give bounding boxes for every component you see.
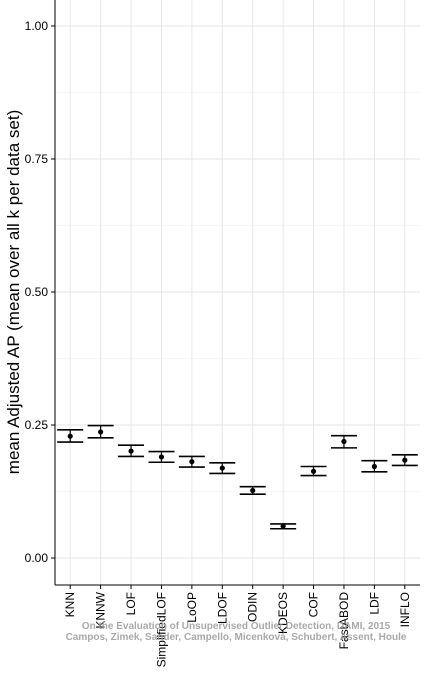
y-axis-title: mean Adjusted AP (mean over all k per da…	[4, 110, 23, 474]
x-tick-label: FastABOD	[337, 592, 351, 650]
y-axis-ticks: 0.00 0.25 0.50 0.75 1.00	[25, 19, 55, 565]
x-tick-label: INFLO	[398, 592, 412, 627]
x-tick-label: KNNW	[94, 591, 108, 628]
mean-point	[250, 487, 256, 494]
y-tick-label: 1.00	[25, 19, 49, 33]
x-tick-label: KDEOS	[276, 592, 290, 634]
mean-point	[310, 468, 317, 474]
mean-point	[402, 457, 408, 463]
x-tick-label: LOF	[124, 592, 138, 615]
x-tick-label: ODIN	[246, 592, 260, 622]
mean-point	[219, 465, 225, 471]
mean-point	[98, 429, 104, 435]
x-tick-label: LDF	[367, 592, 381, 615]
y-tick-label: 0.75	[25, 152, 49, 166]
y-tick-label: 0.25	[25, 418, 49, 432]
x-tick-label: COF	[307, 592, 321, 617]
x-axis-ticks: KNN KNNW LOF SimplifiedLOF LoOP LDOF ODIN KDEOS…	[63, 585, 412, 667]
watermark-line-2: Campos, Zimek, Sander, Campello, Micenko…	[66, 632, 407, 643]
y-tick-label: 0.00	[25, 551, 49, 565]
mean-point	[280, 523, 286, 529]
x-tick-label: LDOF	[215, 592, 229, 624]
x-tick-label: SimplifiedLOF	[154, 592, 168, 667]
mean-point	[158, 454, 165, 460]
mean-point	[128, 448, 134, 454]
mean-point	[67, 433, 73, 439]
watermark-line-1: On the Evaluation of Unsupervised Outlie…	[82, 621, 391, 632]
x-tick-label: LoOP	[185, 592, 199, 623]
grid	[55, 0, 420, 585]
x-tick-label: KNN	[63, 592, 77, 617]
mean-point	[371, 463, 377, 470]
mean-point	[341, 438, 347, 445]
error-bars	[57, 424, 418, 530]
mean-point	[189, 459, 195, 465]
y-tick-label: 0.50	[25, 285, 49, 299]
